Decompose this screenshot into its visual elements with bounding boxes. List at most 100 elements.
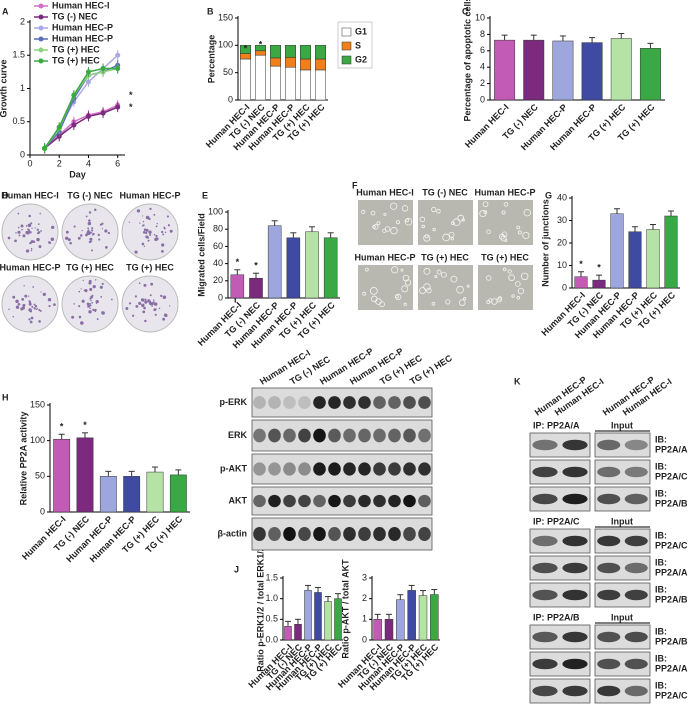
cell <box>423 267 431 275</box>
bar-segment <box>240 53 251 60</box>
colony <box>32 286 35 288</box>
y-tick-label: 0.5 <box>12 116 25 126</box>
cell <box>396 220 401 225</box>
blot-band <box>624 631 648 643</box>
colony <box>28 318 31 321</box>
colony <box>161 250 164 253</box>
cell <box>370 210 376 216</box>
cell <box>445 299 451 305</box>
bar-segment <box>300 45 311 60</box>
cell <box>500 235 507 242</box>
input-label: Input <box>611 420 633 430</box>
colony <box>87 303 90 305</box>
cell <box>466 284 470 288</box>
bar-segment <box>315 45 326 60</box>
y-tick-label: 30 <box>557 215 567 225</box>
colony <box>30 240 34 244</box>
series-point <box>85 69 91 75</box>
colony <box>145 231 148 235</box>
cell <box>436 209 441 214</box>
cell <box>452 218 461 226</box>
colony <box>8 308 10 311</box>
colony <box>80 288 82 290</box>
blot-band <box>343 428 356 443</box>
blot-band <box>253 462 266 476</box>
blot-band <box>532 493 558 505</box>
blot-band <box>313 526 326 542</box>
x-tick-label: 2 <box>57 158 62 168</box>
panel-letter: A <box>2 6 9 16</box>
bar-segment <box>255 54 266 101</box>
blot-band <box>532 631 558 643</box>
cell <box>458 299 466 306</box>
colony <box>144 300 148 304</box>
blot-band <box>358 396 371 409</box>
colony <box>88 219 91 222</box>
panel-letter: K <box>514 376 521 386</box>
cell <box>496 297 502 303</box>
micrograph <box>358 200 413 245</box>
blot-band <box>298 462 311 476</box>
series-point <box>42 145 48 151</box>
y-tick-label: 10 <box>475 12 485 22</box>
colony <box>88 240 92 244</box>
blot-band <box>597 439 621 451</box>
colony <box>147 239 150 242</box>
colony <box>92 285 96 289</box>
blot-band <box>624 562 648 574</box>
blot-band <box>597 631 621 643</box>
blot-band <box>253 428 266 443</box>
significance-marker: * <box>60 422 64 432</box>
colony <box>111 298 113 301</box>
colony <box>69 241 72 245</box>
cell <box>372 225 376 229</box>
colony <box>148 230 152 234</box>
panel-letter: G <box>545 190 552 200</box>
colony <box>20 224 24 228</box>
x-tick-label: 0 <box>27 158 32 168</box>
colony <box>38 245 42 249</box>
cell <box>423 283 431 291</box>
cell <box>383 212 387 216</box>
colony <box>142 300 145 302</box>
colony <box>101 311 105 315</box>
colony <box>15 232 17 234</box>
cell <box>436 269 442 275</box>
colony <box>17 230 21 234</box>
y-tick-label: 50 <box>35 471 45 481</box>
legend-label: TG (+) HEC <box>52 55 100 65</box>
blot-band <box>268 494 281 508</box>
y-axis-label: Percentage of apoptotic cells <box>462 0 472 122</box>
input-label: Input <box>611 612 633 622</box>
blot-band <box>328 526 341 542</box>
cell <box>421 224 426 229</box>
blot-band <box>313 494 326 508</box>
x-tick-label: 4 <box>86 158 91 168</box>
blot-band <box>624 439 648 451</box>
cell <box>507 269 512 274</box>
blot-band <box>532 685 558 697</box>
blot-band <box>418 494 431 508</box>
y-tick-label: 10 <box>557 260 567 270</box>
blot-band <box>328 462 341 476</box>
colony <box>22 303 26 307</box>
cell <box>450 275 458 283</box>
cell <box>404 217 413 226</box>
image-label: Human HEC-P <box>474 187 535 197</box>
colony <box>95 302 98 304</box>
colony <box>78 315 82 319</box>
colony <box>40 291 42 293</box>
image-label: Human HEC-I <box>356 187 414 197</box>
colony <box>141 215 144 217</box>
blot-band <box>597 589 621 601</box>
blot-row-label: β-actin <box>218 528 248 538</box>
colony <box>101 228 104 230</box>
colony <box>24 294 28 298</box>
image-label: TG (-) NEC <box>67 190 113 200</box>
panel-letter: I <box>234 294 237 304</box>
colony <box>37 223 40 226</box>
colony <box>169 305 171 307</box>
blot-band <box>253 396 266 409</box>
colony <box>38 320 41 323</box>
